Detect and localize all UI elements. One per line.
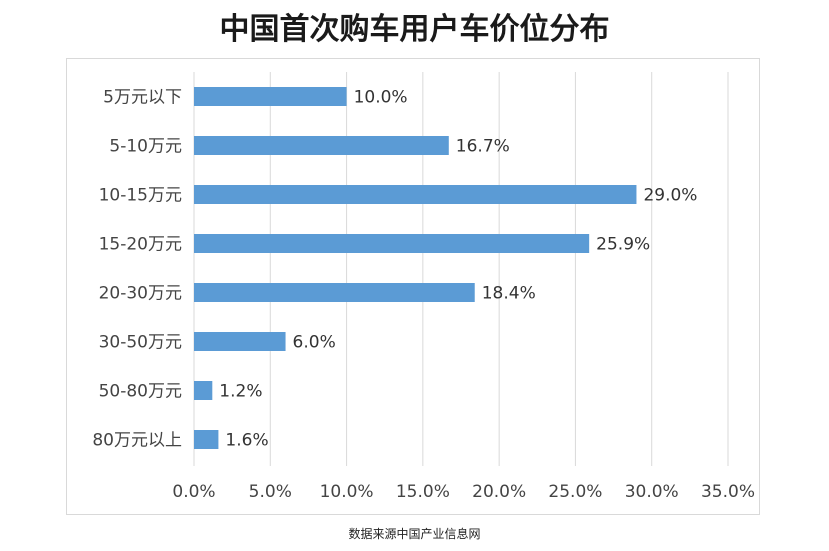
data-label: 10.0% xyxy=(354,88,408,108)
bars xyxy=(194,87,637,449)
bar xyxy=(194,283,475,302)
category-label: 15-20万元 xyxy=(99,235,182,255)
category-label: 80万元以上 xyxy=(92,431,182,451)
bar xyxy=(194,185,637,204)
x-tick-label: 25.0% xyxy=(548,482,602,502)
category-label: 5万元以下 xyxy=(103,88,182,108)
bar xyxy=(194,430,219,449)
x-tick-label: 5.0% xyxy=(249,482,292,502)
data-label: 1.2% xyxy=(219,382,262,402)
data-label: 6.0% xyxy=(293,333,336,353)
bar xyxy=(194,381,213,400)
x-tick-label: 10.0% xyxy=(320,482,374,502)
data-label: 18.4% xyxy=(482,284,536,304)
x-tick-label: 35.0% xyxy=(701,482,755,502)
bar xyxy=(194,136,449,155)
gridlines xyxy=(193,72,729,466)
category-labels: 5万元以下 5-10万元 10-15万元 15-20万元 20-30万元 30-50万元 5… xyxy=(92,88,182,451)
category-label: 5-10万元 xyxy=(109,137,182,157)
bar xyxy=(194,234,590,253)
x-tick-label: 20.0% xyxy=(472,482,526,502)
x-tick-label: 15.0% xyxy=(396,482,450,502)
category-label: 20-30万元 xyxy=(99,284,182,304)
data-label: 1.6% xyxy=(225,431,268,451)
x-tick-label: 30.0% xyxy=(625,482,679,502)
data-label: 25.9% xyxy=(596,235,650,255)
x-tick-labels: 0.0% 5.0% 10.0% 15.0% 20.0% 25.0% 30.0% 35.0% xyxy=(172,482,755,502)
chart-title: 中国首次购车用户车价位分布 xyxy=(219,12,610,47)
data-label: 16.7% xyxy=(456,137,510,157)
bar xyxy=(194,87,347,106)
category-label: 10-15万元 xyxy=(99,186,182,206)
x-tick-label: 0.0% xyxy=(172,482,215,502)
category-label: 50-80万元 xyxy=(99,382,182,402)
bar xyxy=(194,332,286,351)
category-label: 30-50万元 xyxy=(99,333,182,353)
data-labels: 10.0% 16.7% 29.0% 25.9% 18.4% 6.0% 1.2% 1.6% xyxy=(219,88,697,451)
data-label: 29.0% xyxy=(643,186,697,206)
source-note: 数据来源中国产业信息网 xyxy=(348,527,481,541)
